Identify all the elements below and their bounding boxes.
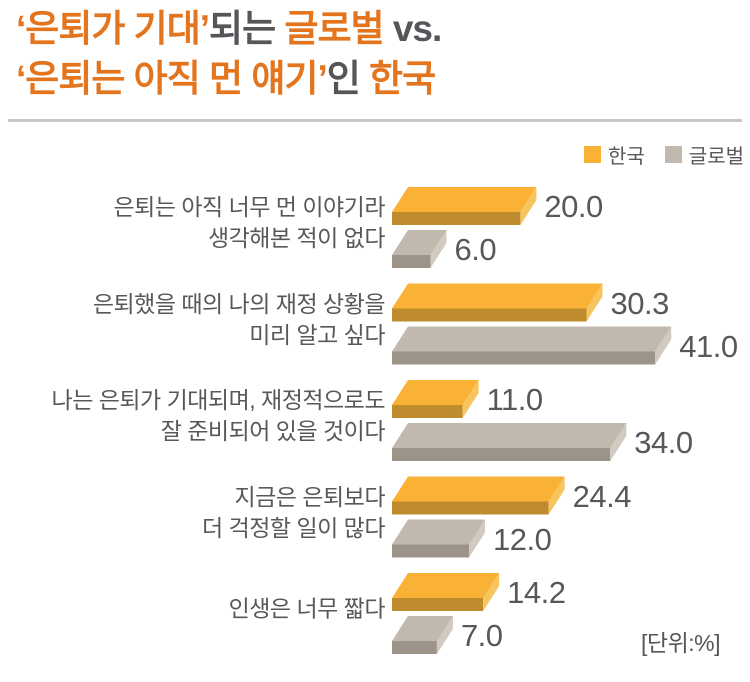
category-label: 인생은 너무 짧다 bbox=[228, 595, 386, 622]
category-label: 은퇴했을 때의 나의 재정 상황을 미리 알고 싶다 bbox=[92, 290, 386, 348]
bar-front-face bbox=[392, 544, 470, 558]
bar-front-face bbox=[392, 255, 431, 268]
value-label-korea: 24.4 bbox=[572, 478, 632, 514]
bar-global bbox=[392, 519, 486, 558]
legend-label: 한국 bbox=[607, 146, 645, 168]
bar-korea bbox=[392, 283, 603, 322]
bar-top-face bbox=[392, 573, 500, 598]
bar-side-face bbox=[586, 283, 603, 322]
chart-title: ‘은퇴가 기대’되는 글로벌 vs. ‘은퇴는 아직 먼 얘기’인 한국 bbox=[16, 4, 442, 104]
value-label-korea: 30.3 bbox=[610, 285, 670, 321]
bar-global bbox=[392, 326, 672, 365]
bar-front-face bbox=[392, 308, 587, 322]
bar-top-face bbox=[392, 423, 627, 448]
bar-top-face bbox=[392, 519, 486, 545]
title-line: ‘은퇴는 아직 먼 얘기’인 한국 bbox=[16, 54, 441, 104]
bar-top-face bbox=[392, 476, 565, 502]
bar-top-face bbox=[392, 616, 453, 641]
bar-front-face bbox=[392, 598, 484, 611]
value-label-global: 6.0 bbox=[454, 232, 497, 267]
bar-side-face bbox=[520, 187, 537, 225]
legend-label: 글로벌 bbox=[688, 146, 744, 168]
value-label-global: 7.0 bbox=[460, 618, 503, 653]
bar-front-face bbox=[392, 405, 463, 418]
bar-korea bbox=[392, 573, 500, 611]
value-label-korea: 20.0 bbox=[544, 189, 603, 224]
title-segment: 되는 bbox=[209, 8, 285, 49]
legend-item: 한국 bbox=[583, 140, 645, 169]
bar-side-face bbox=[462, 380, 479, 418]
bar-top-face bbox=[392, 187, 537, 212]
title-segment: ‘은퇴는 아직 먼 얘기’ bbox=[16, 58, 328, 99]
unit-note: [단위:%] bbox=[641, 630, 720, 656]
bar-side-face bbox=[436, 616, 453, 654]
divider bbox=[8, 119, 742, 122]
value-label-global: 41.0 bbox=[679, 328, 738, 364]
title-line: ‘은퇴가 기대’되는 글로벌 vs. bbox=[16, 4, 442, 54]
title-segment: 인 bbox=[326, 58, 370, 99]
title-segment: ‘은퇴가 기대’ bbox=[16, 8, 210, 49]
legend-swatch-icon bbox=[664, 146, 682, 163]
bar-side-face bbox=[548, 476, 565, 515]
category-label: 은퇴는 아직 너무 먼 이야기라 생각해본 적이 없다 bbox=[113, 194, 386, 251]
title-segment: 글로벌 bbox=[284, 8, 384, 49]
value-label-global: 12.0 bbox=[493, 521, 552, 557]
value-label-korea: 11.0 bbox=[486, 382, 544, 417]
legend-item: 글로벌 bbox=[664, 140, 744, 169]
bar-korea bbox=[392, 476, 565, 515]
bar-global bbox=[392, 230, 447, 268]
value-label-korea: 14.2 bbox=[507, 575, 566, 610]
category-label: 나는 은퇴가 기대되며, 재정적으로도 잘 준비되어 있을 것이다 bbox=[51, 387, 386, 444]
bar-side-face bbox=[483, 573, 500, 611]
bar-korea bbox=[392, 187, 537, 225]
bar-front-face bbox=[392, 351, 656, 365]
bar-korea bbox=[392, 380, 479, 418]
bar-global bbox=[392, 616, 453, 654]
bar-global bbox=[392, 423, 627, 461]
value-label-global: 34.0 bbox=[634, 425, 693, 460]
bar-top-face bbox=[392, 380, 479, 405]
bar-top-face bbox=[392, 326, 672, 352]
bar-side-face bbox=[655, 326, 672, 365]
bar-top-face bbox=[392, 230, 447, 255]
bar-side-face bbox=[430, 230, 447, 268]
title-segment: 한국 bbox=[369, 58, 436, 99]
legend: 한국 글로벌 bbox=[583, 140, 744, 169]
bar-side-face bbox=[610, 423, 627, 461]
bar-top-face bbox=[392, 283, 603, 309]
bar-front-face bbox=[392, 641, 437, 654]
title-segment: vs. bbox=[383, 8, 442, 49]
category-label: 지금은 은퇴보다 더 걱정할 일이 많다 bbox=[202, 483, 385, 541]
legend-swatch-icon bbox=[583, 146, 601, 163]
bar-front-face bbox=[392, 212, 521, 225]
bar-front-face bbox=[392, 501, 549, 515]
bar-front-face bbox=[392, 448, 611, 461]
bar-side-face bbox=[469, 519, 486, 558]
